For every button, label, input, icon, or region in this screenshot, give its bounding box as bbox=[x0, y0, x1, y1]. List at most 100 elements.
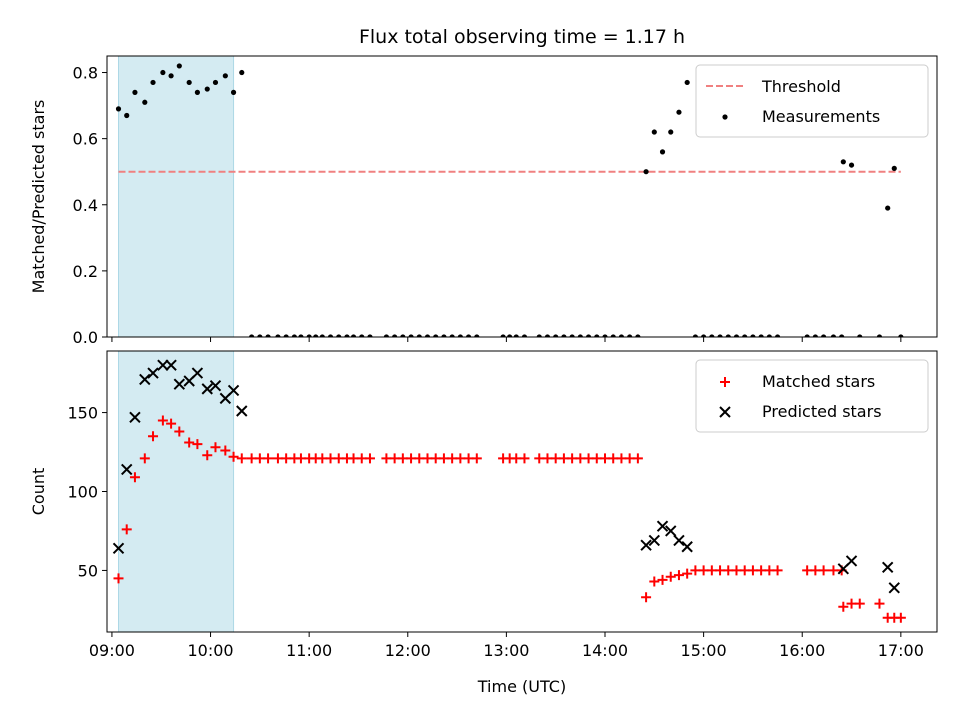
x-tick-label: 09:00 bbox=[89, 641, 135, 660]
point-matched-stars bbox=[113, 573, 124, 584]
point-matched-stars bbox=[818, 565, 829, 576]
point-measurements bbox=[692, 334, 698, 337]
point-measurements bbox=[898, 334, 904, 337]
y-tick-label: 0.2 bbox=[73, 262, 98, 281]
point-measurements bbox=[441, 334, 447, 337]
point-measurements bbox=[651, 129, 657, 135]
point-predicted-stars bbox=[191, 367, 204, 379]
point-matched-stars bbox=[220, 445, 231, 456]
point-matched-stars bbox=[129, 472, 140, 483]
point-measurements bbox=[891, 165, 897, 171]
y-axis-label: Matched/Predicted stars bbox=[29, 100, 48, 294]
point-matched-stars bbox=[121, 524, 132, 535]
x-tick-label: 11:00 bbox=[286, 641, 332, 660]
point-predicted-stars bbox=[201, 383, 213, 395]
point-measurements bbox=[848, 162, 855, 168]
point-measurements bbox=[536, 334, 542, 337]
point-measurements bbox=[717, 334, 723, 337]
point-matched-stars bbox=[236, 453, 247, 464]
point-measurements bbox=[839, 334, 845, 337]
point-measurements bbox=[742, 334, 748, 337]
point-matched-stars bbox=[148, 431, 159, 442]
point-predicted-stars bbox=[209, 380, 222, 392]
point-measurements bbox=[142, 99, 148, 105]
point-measurements bbox=[194, 89, 200, 95]
x-tick-label: 12:00 bbox=[385, 641, 431, 660]
point-measurements bbox=[709, 334, 715, 337]
point-measurements bbox=[433, 334, 439, 337]
point-matched-stars bbox=[665, 571, 676, 582]
point-measurements bbox=[610, 334, 616, 337]
y-tick-label: 0.0 bbox=[73, 328, 98, 347]
point-matched-stars bbox=[682, 568, 693, 579]
point-matched-stars bbox=[874, 598, 885, 609]
legend-marker-swatch bbox=[719, 406, 731, 418]
point-matched-stars bbox=[263, 453, 274, 464]
point-measurements bbox=[750, 334, 756, 337]
x-axis-label: Time (UTC) bbox=[477, 677, 566, 696]
panel-1: 0.0 0.2 0.4 0.6 0.8 Flux total observing time… bbox=[29, 26, 938, 347]
point-matched-stars bbox=[184, 437, 195, 448]
point-measurements bbox=[876, 334, 883, 337]
point-matched-stars bbox=[838, 601, 849, 612]
point-predicted-stars bbox=[640, 539, 652, 551]
legend-box bbox=[695, 359, 929, 433]
point-measurements bbox=[474, 334, 480, 337]
y-tick-label: 0.8 bbox=[73, 64, 98, 83]
point-measurements bbox=[257, 334, 263, 337]
point-matched-stars bbox=[649, 576, 660, 587]
point-measurements bbox=[367, 334, 373, 337]
point-measurements bbox=[577, 334, 583, 337]
point-measurements bbox=[585, 334, 592, 337]
legend-entry-measurements: Measurements bbox=[722, 107, 880, 126]
point-measurements bbox=[204, 86, 210, 92]
point-measurements bbox=[298, 334, 304, 337]
point-measurements bbox=[176, 63, 182, 69]
point-measurements bbox=[222, 73, 228, 79]
point-matched-stars bbox=[157, 415, 168, 426]
legend-label: Predicted stars bbox=[762, 402, 882, 421]
point-measurements bbox=[659, 149, 666, 155]
data-layer bbox=[115, 63, 904, 337]
x-tick-label: 15:00 bbox=[681, 641, 727, 660]
legend-entry-matched-stars: Matched stars bbox=[720, 372, 875, 391]
point-matched-stars bbox=[632, 453, 643, 464]
point-measurements bbox=[408, 334, 414, 337]
point-predicted-stars bbox=[673, 534, 685, 547]
point-measurements bbox=[513, 334, 519, 337]
point-measurements bbox=[676, 109, 682, 115]
point-measurements bbox=[392, 334, 398, 337]
point-measurements bbox=[602, 334, 608, 337]
point-measurements bbox=[265, 334, 271, 337]
point-measurements bbox=[359, 334, 365, 337]
point-measurements bbox=[416, 334, 422, 337]
point-matched-stars bbox=[228, 451, 239, 462]
point-measurements bbox=[820, 334, 827, 337]
point-measurements bbox=[239, 69, 245, 76]
point-measurements bbox=[885, 205, 891, 211]
legend-marker-swatch bbox=[720, 377, 730, 387]
point-measurements bbox=[758, 334, 764, 337]
data-layer bbox=[112, 359, 906, 623]
point-matched-stars bbox=[139, 453, 150, 464]
y-tick-label: 100 bbox=[67, 483, 98, 502]
point-measurements bbox=[684, 79, 690, 86]
point-measurements bbox=[383, 334, 390, 337]
point-measurements bbox=[701, 334, 707, 337]
point-measurements bbox=[150, 79, 156, 86]
point-predicted-stars bbox=[173, 378, 186, 390]
point-measurements bbox=[521, 334, 528, 337]
point-predicted-stars bbox=[121, 463, 133, 476]
point-matched-stars bbox=[202, 450, 213, 461]
point-measurements bbox=[840, 159, 846, 165]
point-matched-stars bbox=[519, 453, 530, 464]
point-measurements bbox=[774, 334, 781, 337]
point-measurements bbox=[643, 169, 649, 175]
point-measurements bbox=[283, 334, 289, 337]
point-measurements bbox=[507, 334, 513, 337]
point-predicted-stars bbox=[129, 411, 141, 424]
point-matched-stars bbox=[641, 592, 652, 603]
point-matched-stars bbox=[210, 442, 221, 453]
y-tick-label: 0.4 bbox=[73, 196, 98, 215]
